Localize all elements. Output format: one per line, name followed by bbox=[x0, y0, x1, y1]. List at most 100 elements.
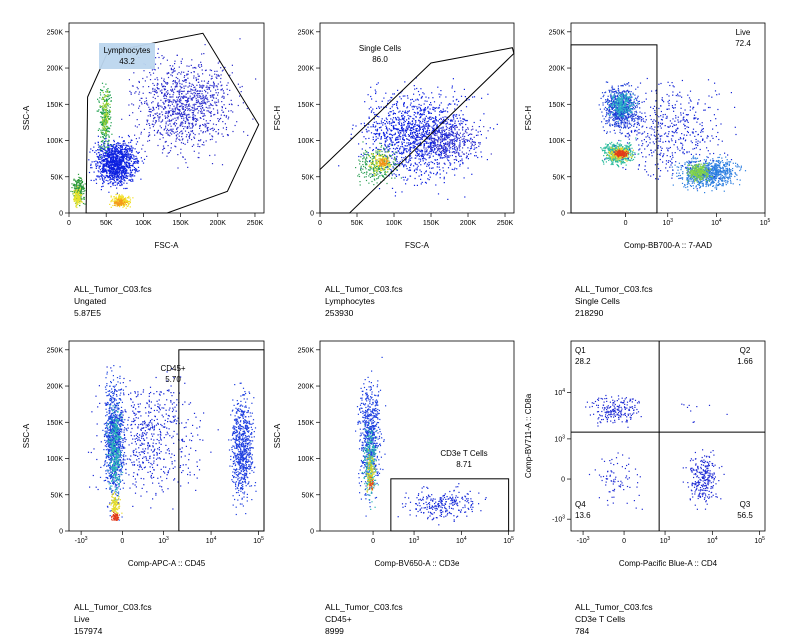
event-dot bbox=[205, 106, 207, 108]
event-dot bbox=[439, 96, 441, 98]
event-dot bbox=[247, 134, 249, 136]
event-dot bbox=[120, 182, 122, 184]
event-dot bbox=[169, 100, 171, 102]
event-dot bbox=[122, 171, 124, 173]
event-dot bbox=[107, 143, 109, 145]
event-dot bbox=[100, 148, 102, 150]
event-dot bbox=[387, 146, 389, 148]
event-dot bbox=[116, 197, 118, 200]
event-dot bbox=[111, 153, 113, 155]
event-dot bbox=[407, 122, 409, 125]
event-dot bbox=[449, 135, 451, 137]
event-dot bbox=[450, 163, 452, 165]
event-dot bbox=[408, 126, 410, 128]
event-dot bbox=[124, 203, 126, 205]
event-dot bbox=[102, 109, 104, 111]
event-dot bbox=[200, 139, 202, 141]
event-dot bbox=[466, 132, 468, 134]
event-dot bbox=[102, 146, 104, 148]
event-dot bbox=[107, 122, 109, 124]
event-dot bbox=[413, 111, 415, 113]
event-dot bbox=[114, 164, 116, 166]
event-dot bbox=[378, 135, 380, 137]
gate-percent: 43.2 bbox=[119, 57, 135, 66]
event-dot bbox=[451, 134, 453, 136]
event-dot bbox=[193, 118, 195, 121]
event-dot bbox=[154, 91, 157, 93]
event-dot bbox=[427, 128, 429, 130]
event-dot bbox=[456, 117, 458, 119]
event-dot bbox=[212, 129, 214, 132]
flow-panel-2: 0 50K 100K 150K 200K 250K050K100K150K200K250K… bbox=[273, 22, 515, 250]
event-dot bbox=[142, 144, 144, 146]
event-dot bbox=[481, 97, 483, 99]
event-dot bbox=[175, 134, 177, 136]
event-dot bbox=[81, 187, 83, 189]
event-dot bbox=[132, 104, 135, 106]
event-dot bbox=[363, 122, 365, 124]
event-dot bbox=[77, 195, 79, 197]
event-dot bbox=[412, 127, 414, 129]
event-dot bbox=[130, 171, 132, 173]
event-dot bbox=[105, 170, 107, 172]
event-dot bbox=[458, 137, 460, 139]
event-dot bbox=[188, 116, 190, 118]
event-dot bbox=[93, 179, 95, 182]
event-dot bbox=[401, 153, 403, 155]
event-dot bbox=[110, 206, 112, 208]
event-dot bbox=[211, 128, 213, 130]
event-dot bbox=[173, 67, 175, 69]
event-dot bbox=[425, 151, 427, 153]
event-dot bbox=[415, 143, 417, 145]
event-dot bbox=[77, 189, 79, 191]
event-dot bbox=[376, 83, 378, 85]
event-dot bbox=[395, 174, 397, 176]
event-dot bbox=[128, 157, 130, 160]
event-dot bbox=[410, 102, 412, 104]
event-dot bbox=[403, 157, 405, 159]
event-dot bbox=[103, 175, 105, 177]
event-dot bbox=[103, 134, 105, 136]
event-dot bbox=[82, 202, 85, 205]
event-dot bbox=[448, 135, 450, 137]
event-dot bbox=[126, 158, 128, 160]
event-dot bbox=[406, 119, 408, 121]
event-dot bbox=[171, 133, 173, 135]
event-dot bbox=[203, 144, 205, 146]
event-dot bbox=[454, 135, 456, 137]
event-dot bbox=[410, 137, 412, 139]
event-dot bbox=[404, 164, 406, 166]
event-dot bbox=[101, 157, 103, 159]
event-dot bbox=[79, 188, 81, 190]
event-dot bbox=[168, 112, 170, 114]
event-dot bbox=[75, 206, 77, 208]
event-dot bbox=[130, 139, 132, 142]
event-dot bbox=[102, 113, 104, 115]
event-dot bbox=[104, 165, 106, 167]
event-dot bbox=[201, 98, 203, 100]
event-dot bbox=[168, 151, 170, 154]
event-dot bbox=[460, 122, 462, 124]
event-dot bbox=[381, 168, 384, 170]
event-dot bbox=[365, 128, 367, 130]
event-dot bbox=[435, 159, 437, 161]
event-dot bbox=[463, 88, 465, 90]
event-dot bbox=[102, 110, 104, 112]
event-dot bbox=[182, 114, 184, 116]
event-dot bbox=[107, 152, 109, 154]
event-dot bbox=[108, 148, 110, 150]
event-dot bbox=[216, 104, 218, 107]
event-dot bbox=[401, 164, 403, 166]
event-dot bbox=[181, 58, 183, 60]
event-dot bbox=[432, 151, 434, 153]
event-dot bbox=[125, 153, 127, 155]
event-dot bbox=[427, 137, 429, 139]
event-dot bbox=[175, 119, 177, 121]
event-dot bbox=[419, 120, 421, 123]
event-dot bbox=[102, 153, 104, 155]
event-dot bbox=[202, 94, 204, 96]
event-dot bbox=[394, 117, 397, 119]
event-dot bbox=[403, 139, 405, 141]
event-dot bbox=[109, 182, 111, 184]
event-dot bbox=[203, 100, 205, 102]
